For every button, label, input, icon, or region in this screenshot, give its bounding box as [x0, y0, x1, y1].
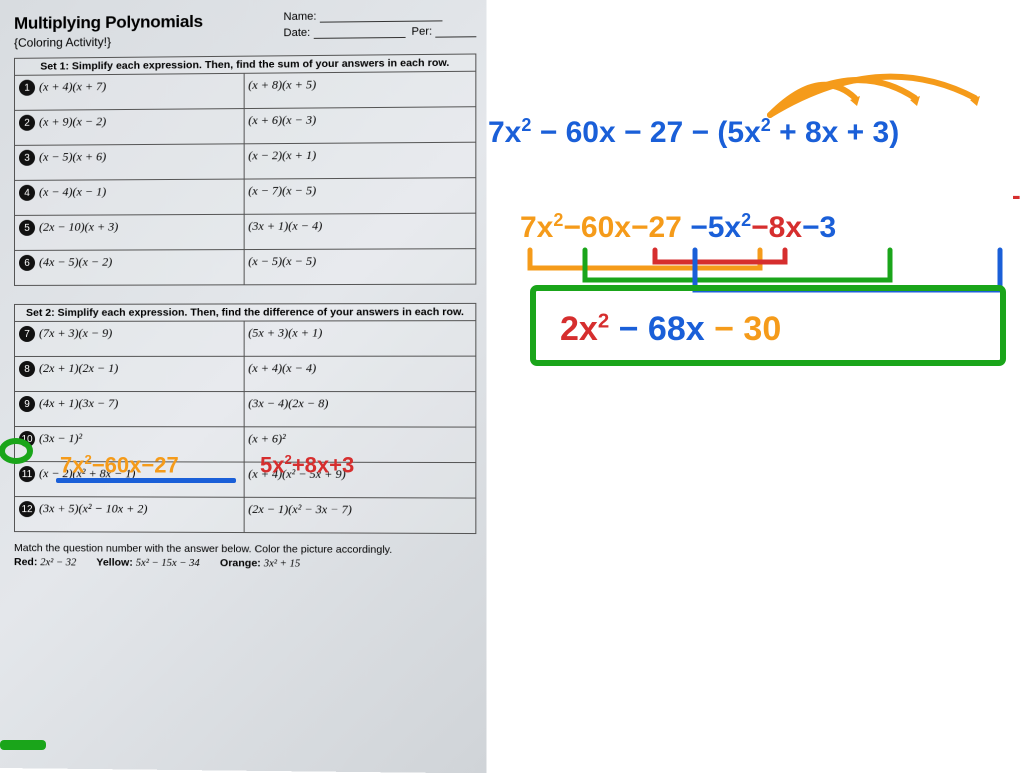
footer-instructions: Match the question number with the answe… — [14, 542, 476, 556]
cell-right: (x − 2)(x + 1) — [244, 143, 475, 179]
expr-left: (x − 5)(x + 6) — [39, 149, 106, 164]
cell-right: (x − 5)(x − 5) — [244, 249, 475, 284]
cell-left: 5 (2x − 10)(x + 3) — [15, 215, 244, 250]
cell-right: (x − 7)(x − 5) — [244, 178, 475, 214]
per-label: Per: — [411, 26, 432, 38]
cell-left: 1(x + 4)(x + 7) — [15, 74, 244, 110]
cell-right: (x + 8)(x + 5) — [244, 72, 475, 108]
expr-left: (4x + 1)(3x − 7) — [39, 396, 118, 411]
row-number: 4 — [19, 185, 35, 201]
row-number: 6 — [19, 255, 35, 271]
worksheet-photo: Multiplying Polynomials {Coloring Activi… — [0, 0, 487, 773]
work-line1: 7x2 − 60x − 27 − (5x2 + 8x + 3) — [488, 115, 899, 150]
row7-marker — [0, 436, 40, 466]
cell-left: 7 (7x + 3)(x − 9) — [15, 322, 244, 356]
row-number: 5 — [19, 220, 35, 236]
row-number: 9 — [19, 396, 35, 412]
row-number: 1 — [19, 80, 35, 96]
worksheet-subtitle: {Coloring Activity!} — [14, 34, 203, 50]
cell-right: (x + 6)(x − 3) — [244, 107, 475, 143]
row-number: 7 — [19, 326, 35, 342]
table-row: 4 (x − 4)(x − 1) (x − 7)(x − 5) — [15, 178, 475, 216]
expr-left: (3x + 5)(x² − 10x + 2) — [39, 501, 147, 516]
table-row: 12 (3x + 5)(x² − 10x + 2) (2x − 1)(x² − 3x… — [15, 497, 475, 533]
set1-table: Set 1: Simplify each expression. Then, f… — [14, 53, 476, 285]
table-row: 7 (7x + 3)(x − 9) (5x + 3)(x + 1) — [15, 321, 475, 357]
yellow-answer: 5x² − 15x − 34 — [136, 558, 200, 569]
row-number: 11 — [19, 466, 35, 482]
date-label: Date: — [283, 27, 310, 39]
orange-label: Orange: — [220, 557, 261, 569]
row-number: 8 — [19, 361, 35, 377]
expr-left: (2x − 10)(x + 3) — [39, 219, 118, 234]
cell-right: (3x + 1)(x − 4) — [244, 214, 475, 249]
cell-right: (3x − 4)(2x − 8) — [244, 392, 475, 427]
cell-right: (5x + 3)(x + 1) — [244, 321, 475, 356]
row-number: 3 — [19, 150, 35, 166]
table-row: 9 (4x + 1)(3x − 7) (3x − 4)(2x − 8) — [15, 392, 475, 428]
cell-left: 6 (4x − 5)(x − 2) — [15, 250, 244, 285]
table-row: 6 (4x − 5)(x − 2) (x − 5)(x − 5) — [15, 249, 475, 285]
table-row: 8 (2x + 1)(2x − 1) (x + 4)(x − 4) — [15, 357, 475, 392]
worksheet-header: Multiplying Polynomials {Coloring Activi… — [14, 9, 476, 50]
green-dash-1 — [0, 740, 46, 750]
cell-left: 3 (x − 5)(x + 6) — [15, 144, 244, 180]
expr-left: (x + 9)(x − 2) — [39, 114, 106, 130]
red-label: Red: — [14, 556, 37, 568]
table-row: 2(x + 9)(x − 2)(x + 6)(x − 3) — [15, 107, 475, 146]
expr-left: (2x + 1)(2x − 1) — [39, 361, 118, 376]
cell-left: 9 (4x + 1)(3x − 7) — [15, 392, 244, 426]
table-row: 5 (2x − 10)(x + 3) (3x + 1)(x − 4) — [15, 214, 475, 251]
result-box — [530, 285, 1010, 370]
table-row: 3 (x − 5)(x + 6) (x − 2)(x + 1) — [15, 143, 475, 181]
expr-left: (3x − 1)² — [39, 431, 82, 446]
cell-right: (2x − 1)(x² − 3x − 7) — [244, 498, 475, 533]
name-label: Name: — [283, 11, 316, 23]
cell-left: 8 (2x + 1)(2x − 1) — [15, 357, 244, 391]
set2-table: Set 2: Simplify each expression. Then, f… — [14, 303, 476, 534]
worksheet-title: Multiplying Polynomials — [14, 12, 203, 34]
set2-header: Set 2: Simplify each expression. Then, f… — [15, 304, 475, 322]
red-answer: 2x² − 32 — [40, 557, 76, 568]
yellow-label: Yellow: — [96, 556, 132, 568]
work-line2: 7x2−60x−27 −5x2−8x−3 — [520, 210, 836, 245]
footer-answers: Red: 2x² − 32 Yellow: 5x² − 15x − 34 Ora… — [14, 556, 476, 570]
cell-left: 4 (x − 4)(x − 1) — [15, 180, 244, 215]
worksheet-name-fields: Name: Date: Per: — [283, 9, 476, 43]
cell-right: (x + 4)(x − 4) — [244, 357, 475, 391]
edge-mark: ‑ — [1012, 180, 1021, 211]
expr-left: (x + 4)(x + 7) — [39, 79, 106, 95]
row-number: 2 — [19, 115, 35, 131]
cell-left: 12 (3x + 5)(x² − 10x + 2) — [15, 497, 244, 532]
expr-left: (4x − 5)(x − 2) — [39, 255, 112, 270]
worksheet-answer-left: 7x2−60x−27 — [60, 452, 179, 478]
row-number: 12 — [19, 501, 35, 517]
answer-left-underline — [56, 478, 236, 483]
expr-left: (7x + 3)(x − 9) — [39, 326, 112, 341]
cell-left: 2(x + 9)(x − 2) — [15, 109, 244, 145]
table-row: 1(x + 4)(x + 7)(x + 8)(x + 5) — [15, 72, 475, 111]
expr-left: (x − 4)(x − 1) — [39, 184, 106, 199]
orange-answer: 3x² + 15 — [264, 558, 300, 569]
worksheet-answer-right: 5x2+8x+3 — [260, 452, 354, 478]
